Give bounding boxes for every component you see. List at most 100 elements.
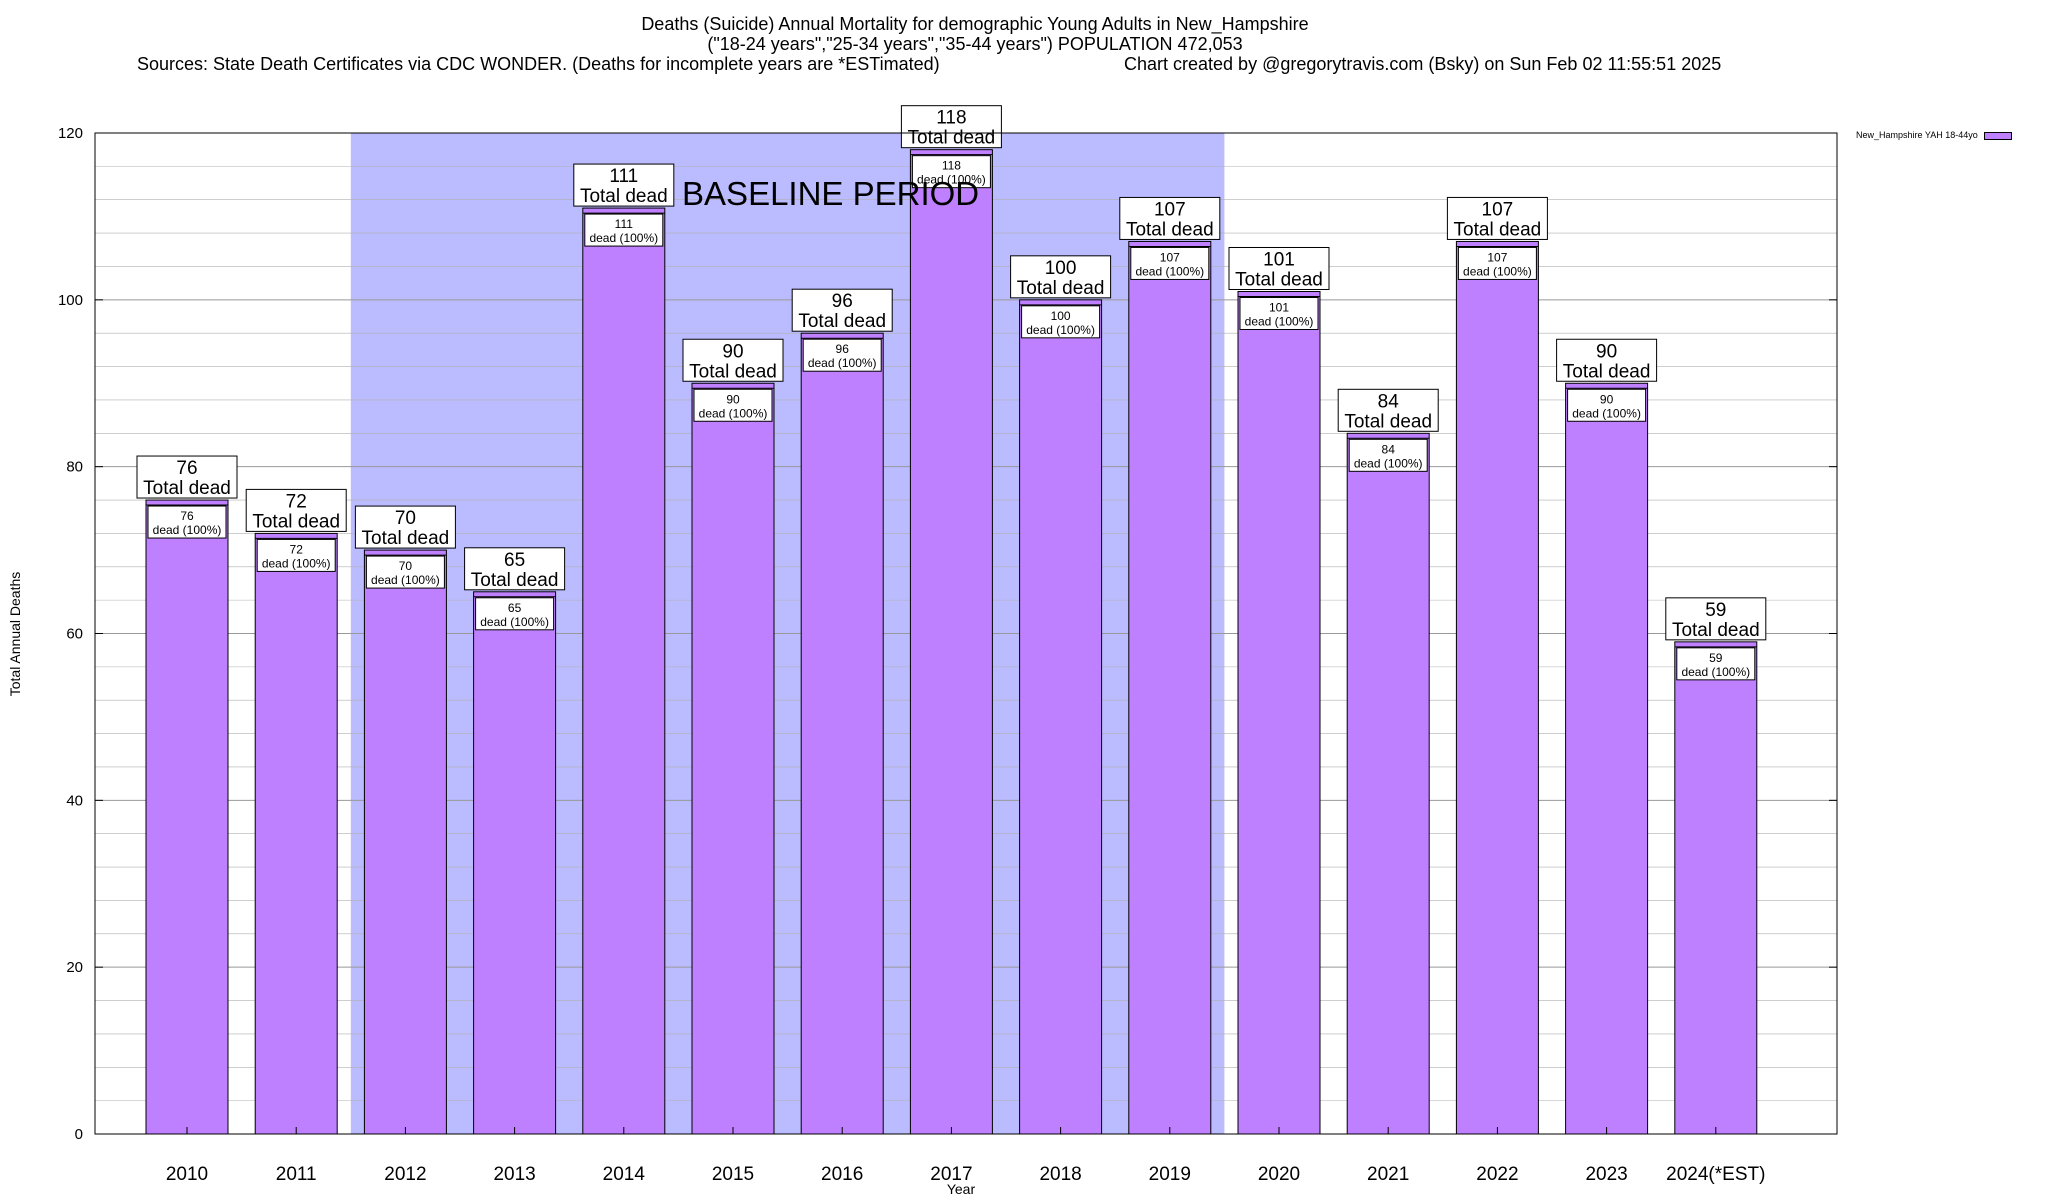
x-tick-label: 2017 — [930, 1164, 972, 1185]
total-value-label: 100 — [1045, 258, 1077, 279]
total-label-box — [1556, 338, 1658, 382]
total-dead-label: Total dead — [580, 186, 668, 207]
bar — [1019, 299, 1103, 1135]
inner-value-label: 90 — [1600, 392, 1614, 406]
x-tick-label: 2020 — [1258, 1164, 1300, 1185]
total-dead-label: Total dead — [1672, 620, 1760, 641]
total-label-box — [136, 455, 238, 499]
inner-dead-label: dead (100%) — [153, 523, 222, 537]
bar — [145, 499, 229, 1135]
inner-label-box — [256, 538, 336, 572]
total-label-box — [1228, 246, 1330, 290]
y-axis-label: Total Annual Deaths — [7, 572, 23, 697]
inner-label-box — [584, 213, 664, 247]
x-tick-label: 2021 — [1367, 1164, 1409, 1185]
inner-dead-label: dead (100%) — [1135, 264, 1204, 278]
legend: New_Hampshire YAH 18-44yo — [1856, 130, 2012, 140]
inner-label-box — [147, 505, 227, 539]
inner-label-box — [802, 338, 882, 372]
x-axis-label: Year — [947, 1181, 976, 1197]
chart-credit: Chart created by @gregorytravis.com (Bsk… — [1124, 54, 1722, 74]
bars — [145, 149, 1758, 1135]
total-value-label: 84 — [1378, 391, 1400, 412]
inner-value-label: 107 — [1487, 250, 1507, 264]
total-label-box — [900, 105, 1002, 149]
x-tick-label: 2013 — [493, 1164, 535, 1185]
total-label-box — [1010, 255, 1112, 299]
legend-label: New_Hampshire YAH 18-44yo — [1856, 130, 1978, 140]
total-label-box — [1665, 597, 1767, 641]
total-value-label: 96 — [832, 291, 853, 312]
inner-value-label: 70 — [399, 559, 413, 573]
inner-dead-label: dead (100%) — [1681, 665, 1750, 679]
inner-dead-label: dead (100%) — [480, 615, 549, 629]
total-label-box — [791, 288, 893, 332]
subtitle-row: Sources: State Death Certificates via CD… — [0, 54, 2048, 74]
inner-value-label: 111 — [615, 217, 634, 231]
bar — [1346, 432, 1430, 1135]
x-tick-label: 2016 — [821, 1164, 863, 1185]
total-dead-label: Total dead — [689, 361, 777, 382]
x-tick-label: 2022 — [1476, 1164, 1518, 1185]
inner-label-box — [1239, 296, 1319, 330]
inner-dead-label: dead (100%) — [1354, 456, 1423, 470]
inner-dead-label: dead (100%) — [808, 356, 877, 370]
inner-value-label: 84 — [1382, 442, 1396, 456]
bar — [1455, 240, 1539, 1135]
total-value-label: 59 — [1705, 600, 1726, 621]
bar — [1674, 641, 1758, 1135]
inner-value-label: 76 — [180, 509, 194, 523]
total-dead-label: Total dead — [1454, 219, 1542, 240]
total-label-box — [682, 338, 784, 382]
title-line-1: Deaths (Suicide) Annual Mortality for de… — [641, 14, 1309, 34]
total-label-box — [1119, 196, 1221, 240]
inner-dead-label: dead (100%) — [699, 406, 768, 420]
total-label-box — [245, 488, 347, 532]
chart-title: Deaths (Suicide) Annual Mortality for de… — [0, 14, 1950, 54]
total-dead-label: Total dead — [143, 478, 231, 499]
inner-label-box — [1567, 388, 1647, 422]
inner-dead-label: dead (100%) — [589, 231, 658, 245]
title-line-2: ("18-24 years","25-34 years","35-44 year… — [707, 34, 1243, 54]
total-dead-label: Total dead — [1235, 269, 1323, 290]
bar — [691, 382, 775, 1135]
bar — [582, 207, 666, 1135]
inner-value-label: 96 — [836, 342, 850, 356]
x-tick-label: 2010 — [166, 1164, 208, 1185]
inner-dead-label: dead (100%) — [262, 556, 331, 570]
inner-dead-label: dead (100%) — [1026, 323, 1095, 337]
inner-value-label: 72 — [290, 542, 304, 556]
bar — [473, 591, 557, 1135]
total-dead-label: Total dead — [471, 570, 559, 591]
inner-label-box — [365, 555, 445, 589]
total-label-box — [1446, 196, 1548, 240]
inner-label-box — [1348, 438, 1428, 472]
inner-value-label: 118 — [942, 159, 961, 173]
inner-value-label: 101 — [1269, 300, 1289, 314]
inner-value-label: 90 — [726, 392, 740, 406]
inner-label-box — [1457, 246, 1537, 280]
total-value-label: 107 — [1482, 199, 1514, 220]
inner-label-box — [475, 597, 555, 631]
total-label-box — [1337, 388, 1439, 432]
inner-value-label: 100 — [1051, 309, 1071, 323]
inner-label-box — [693, 388, 773, 422]
total-value-label: 70 — [395, 508, 416, 529]
inner-label-box — [1130, 246, 1210, 280]
baseline-period-label: BASELINE PERIOD — [682, 175, 979, 212]
total-dead-label: Total dead — [798, 311, 886, 332]
bar — [800, 332, 884, 1135]
bar — [363, 549, 447, 1135]
total-label-box — [354, 505, 456, 549]
y-tick-label: 0 — [75, 1126, 83, 1143]
sources-note: Sources: State Death Certificates via CD… — [137, 54, 940, 74]
y-tick-label: 40 — [66, 792, 83, 809]
x-tick-label: 2023 — [1585, 1164, 1627, 1185]
y-tick-label: 120 — [58, 125, 83, 142]
y-tick-label: 20 — [66, 959, 83, 976]
bar — [1565, 382, 1649, 1135]
inner-value-label: 107 — [1160, 250, 1180, 264]
total-dead-label: Total dead — [1344, 411, 1432, 432]
